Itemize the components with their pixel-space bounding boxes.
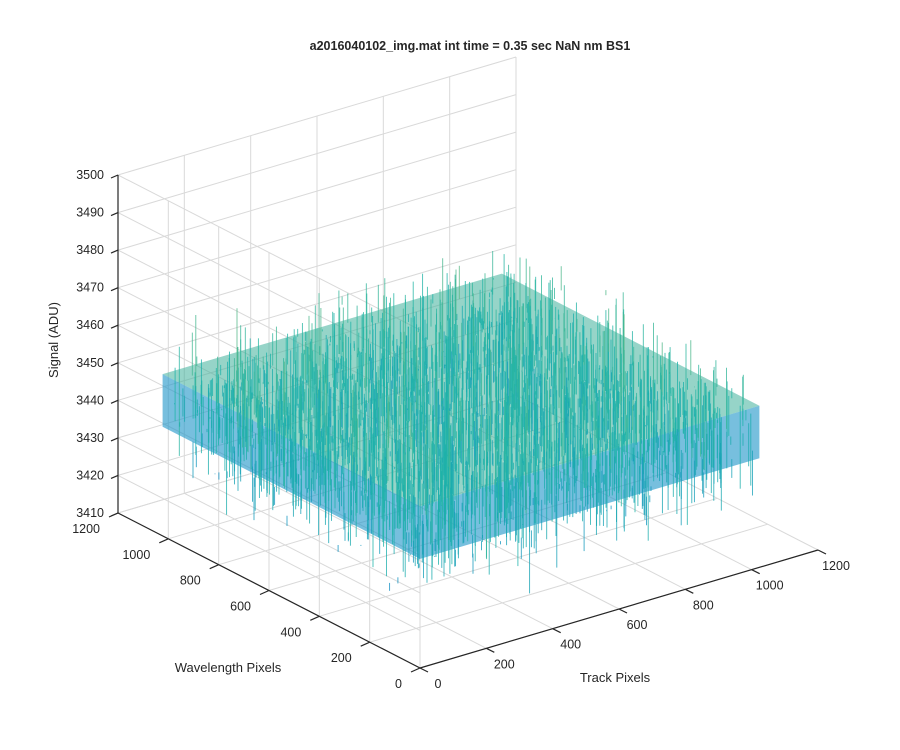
- z-tick-label: 3430: [76, 431, 104, 445]
- x-tick-label: 1000: [756, 579, 784, 593]
- backwall-gridline: [117, 169, 517, 289]
- y-tick-label: 200: [331, 651, 352, 665]
- x-tick-label: 1200: [822, 559, 850, 573]
- z-tick: [110, 474, 119, 479]
- x-tick: [552, 628, 561, 634]
- x-tick: [817, 549, 827, 555]
- x-axis-label: Track Pixels: [580, 670, 651, 685]
- z-tick-label: 3450: [76, 356, 104, 370]
- tick-labels: 0 200 400 600 800 1000 1200 0 200 400 600 800 1000 12…: [72, 168, 850, 691]
- z-tick-label: 3460: [76, 318, 104, 332]
- backwall-gridline: [117, 94, 517, 214]
- y-tick-label: 800: [180, 574, 201, 588]
- y-tick: [410, 667, 421, 673]
- backwall-gridline: [117, 131, 517, 251]
- x-tick-label: 0: [435, 677, 442, 691]
- y-tick-label: 1000: [122, 548, 150, 562]
- z-tick-label: 3480: [76, 243, 104, 257]
- y-tick-label: 600: [230, 600, 251, 614]
- z-tick: [110, 362, 119, 367]
- y-tick: [310, 615, 320, 621]
- x-tick-label: 200: [494, 657, 515, 671]
- x-tick: [618, 608, 628, 614]
- y-axis-label: Wavelength Pixels: [175, 660, 282, 675]
- z-tick-label: 3470: [76, 281, 104, 295]
- z-tick: [110, 437, 119, 442]
- x-tick-label: 400: [560, 638, 581, 652]
- backwall-gridline: [117, 206, 517, 326]
- z-tick-label: 3410: [76, 506, 104, 520]
- backwall-gridline: [117, 56, 517, 176]
- z-tick: [110, 212, 119, 217]
- z-tick-label: 3500: [76, 168, 104, 182]
- sidewall-gridline: [117, 437, 421, 594]
- z-tick-label: 3420: [76, 468, 104, 482]
- z-tick: [110, 249, 119, 254]
- y-tick: [159, 538, 169, 544]
- y-tick: [360, 641, 370, 647]
- x-tick-label: 800: [693, 598, 714, 612]
- z-tick: [110, 287, 119, 292]
- z-tick-label: 3490: [76, 206, 104, 220]
- x-tick: [419, 667, 429, 673]
- z-tick: [110, 512, 119, 517]
- y-tick-label: 400: [280, 625, 301, 639]
- x-tick-label: 600: [627, 618, 648, 632]
- z-tick-label: 3440: [76, 393, 104, 407]
- sidewall-gridline: [117, 174, 421, 331]
- z-tick: [110, 324, 119, 329]
- chart-title: a2016040102_img.mat int time = 0.35 sec …: [310, 39, 631, 53]
- floor-gridline: [369, 523, 768, 643]
- x-tick: [751, 569, 760, 575]
- y-tick-label: 0: [395, 677, 402, 691]
- sidewall-gridline: [117, 474, 421, 631]
- y-tick: [259, 589, 270, 596]
- x-tick: [486, 647, 495, 653]
- x-tick: [685, 588, 694, 594]
- y-tick: [209, 564, 219, 570]
- y-tick-label: 1200: [72, 522, 100, 536]
- z-axis-label: Signal (ADU): [46, 302, 61, 378]
- z-tick: [110, 174, 119, 179]
- surface-mesh: [162, 251, 760, 594]
- axis-lines: [108, 174, 827, 673]
- z-tick: [110, 399, 119, 404]
- backwall-gridline: [117, 244, 517, 364]
